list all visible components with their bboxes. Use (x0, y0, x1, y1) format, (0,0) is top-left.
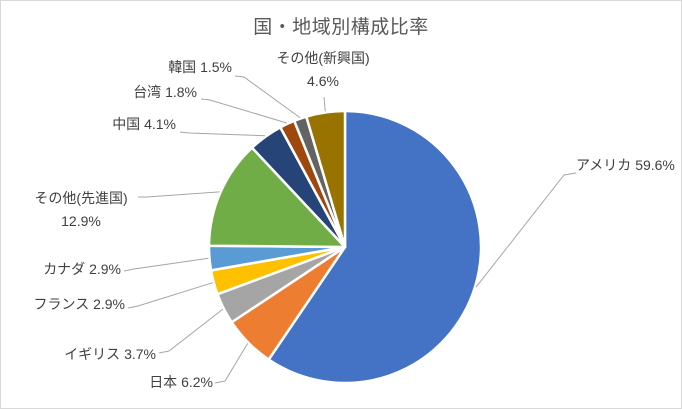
leader-line-canada (123, 257, 209, 272)
pie-label-korea: 韓国 1.5% (168, 59, 232, 75)
leader-line-usa (475, 172, 577, 288)
chart-title: 国・地域別構成比率 (253, 17, 429, 38)
pie-label-usa: アメリカ 59.6% (576, 157, 675, 173)
pie-label-other-emerging: その他(新興国) 4.6% (276, 50, 370, 89)
leader-line-china (179, 131, 266, 137)
leader-line-japan (214, 343, 249, 384)
pie-label-japan: 日本 6.2% (149, 374, 213, 390)
leader-line-taiwan (200, 98, 287, 124)
pie-label-other-developed: その他(先進国) 12.9% (34, 190, 128, 229)
leader-line-other-emerging (323, 96, 326, 112)
leader-line-korea (234, 75, 301, 119)
pie-slice-other-emerging (305, 109, 347, 249)
leader-line-france (127, 282, 213, 309)
leader-line-uk (158, 308, 224, 354)
pie-label-canada: カナダ 2.9% (43, 261, 121, 277)
pie-label-china: 中国 4.1% (112, 116, 176, 132)
pie-label-uk: イギリス 3.7% (64, 346, 156, 362)
pie-slice-usa (267, 109, 483, 385)
pie-slice-other-developed (207, 146, 347, 249)
pie-label-taiwan: 台湾 1.8% (133, 84, 197, 100)
leader-line-other-developed (138, 191, 220, 198)
pie-label-france: フランス 2.9% (33, 296, 125, 312)
